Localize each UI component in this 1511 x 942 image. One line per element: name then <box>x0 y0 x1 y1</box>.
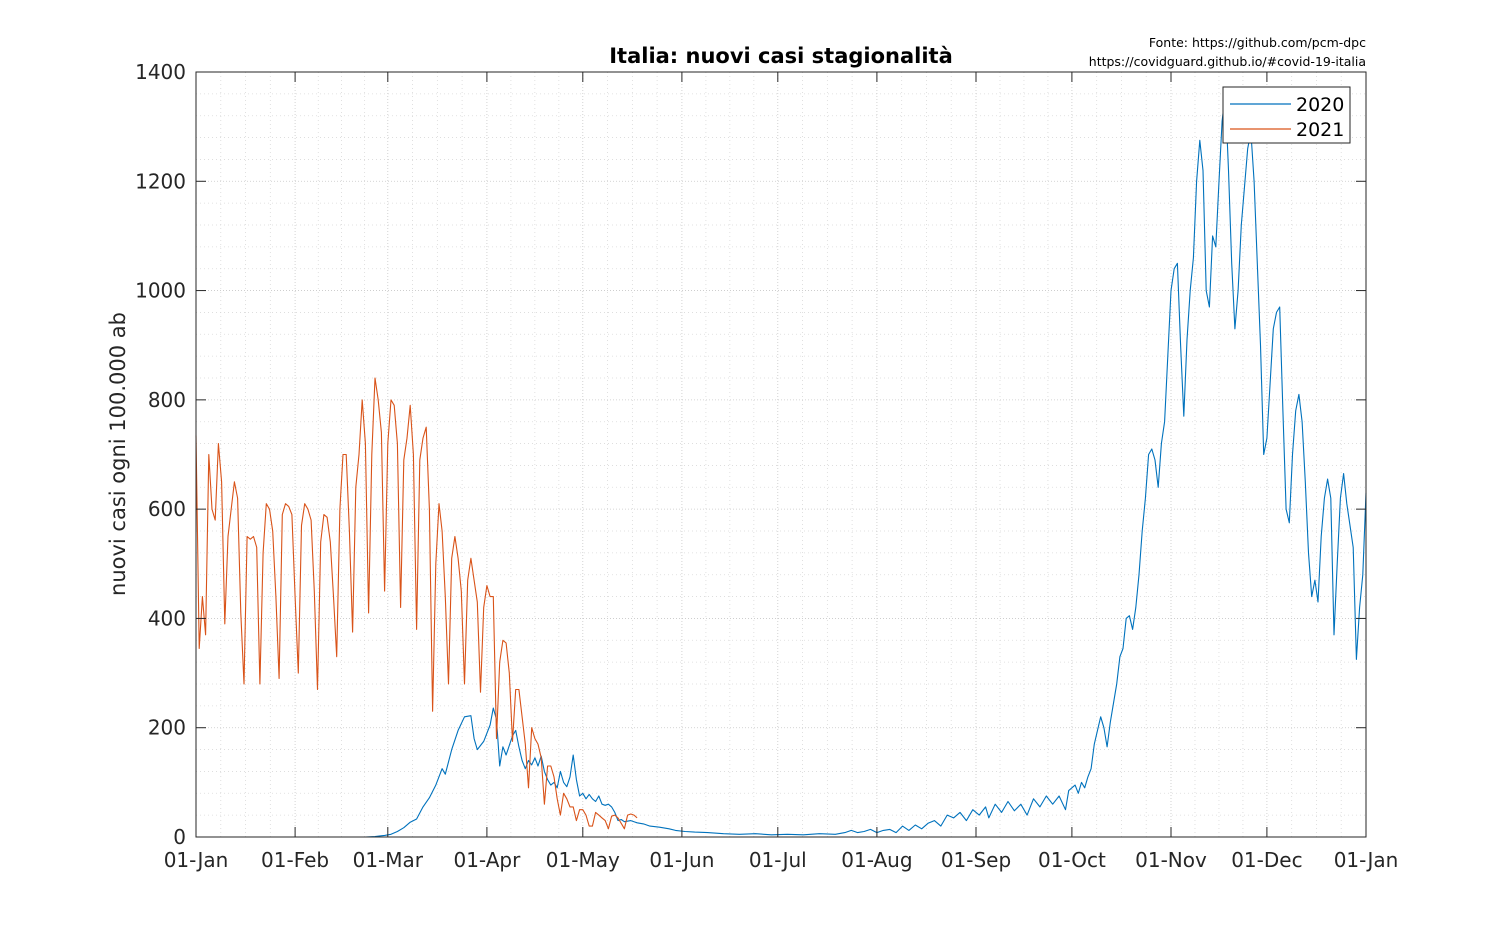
y-tick-labels: 0 200 400 600 800 1000 1200 1400 <box>135 60 186 849</box>
x-tick-label: 01-Jun <box>649 848 714 872</box>
x-tick-label: 01-Sep <box>941 848 1011 872</box>
y-axis-label: nuovi casi ogni 100.000 ab <box>106 312 130 596</box>
y-tick-label: 1000 <box>135 279 186 303</box>
legend-label-2021: 2021 <box>1296 119 1344 141</box>
x-tick-label: 01-Feb <box>261 848 329 872</box>
x-tick-label: 01-Jul <box>749 848 807 872</box>
x-tick-label: 01-Jan <box>1334 848 1399 872</box>
series-layer <box>195 93 1367 838</box>
y-tick-label: 1200 <box>135 169 186 193</box>
y-tick-label: 400 <box>148 606 186 630</box>
source-line-1: Fonte: https://github.com/pcm-dpc <box>1149 35 1366 50</box>
x-tick-labels: 01-Jan 01-Feb 01-Mar 01-Apr 01-May 01-Jun 01-J… <box>164 848 1399 872</box>
legend: 2020 2021 <box>1222 86 1351 144</box>
y-tick-label: 200 <box>148 716 186 740</box>
y-tick-label: 0 <box>173 825 186 849</box>
y-tick-label: 600 <box>148 497 186 521</box>
legend-label-2020: 2020 <box>1296 94 1344 116</box>
x-tick-label: 01-Mar <box>353 848 424 872</box>
minor-grid <box>196 72 1366 837</box>
x-tick-label: 01-Aug <box>841 848 912 872</box>
y-tick-label: 800 <box>148 388 186 412</box>
x-tick-label: 01-Apr <box>453 848 521 872</box>
x-tick-label: 01-Oct <box>1038 848 1106 872</box>
x-tick-label: 01-May <box>546 848 620 872</box>
y-tick-label: 1400 <box>135 60 186 84</box>
axes-box <box>195 71 1367 838</box>
axis-ticks <box>195 71 1367 838</box>
series-line-2021 <box>195 377 638 830</box>
series-line-2020 <box>365 93 1367 838</box>
x-tick-label: 01-Dec <box>1231 848 1302 872</box>
source-line-2: https://covidguard.github.io/#covid-19-i… <box>1089 54 1366 69</box>
axes-background <box>196 72 1366 837</box>
x-tick-label: 01-Nov <box>1135 848 1207 872</box>
x-tick-label: 01-Jan <box>164 848 229 872</box>
legend-box <box>1222 86 1351 144</box>
chart-title: Italia: nuovi casi stagionalità <box>609 44 953 68</box>
